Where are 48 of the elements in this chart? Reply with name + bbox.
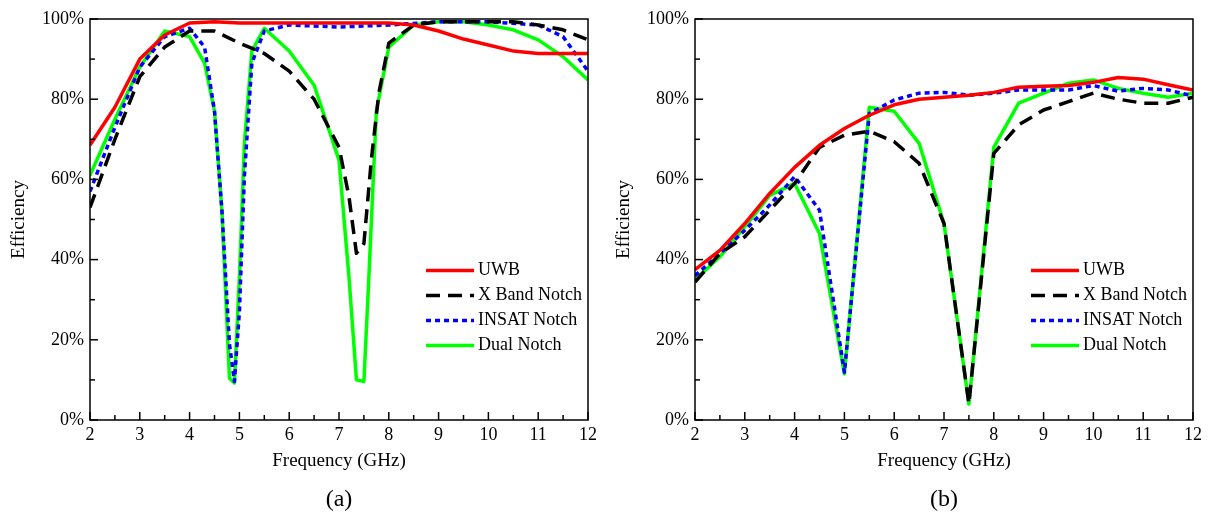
y-tick-label: 60%	[656, 168, 689, 189]
legend-label: UWB	[1083, 259, 1126, 280]
x-tick-label: 4	[185, 423, 195, 444]
x-tick-label: 9	[1039, 423, 1049, 444]
y-axis-title: Efficiency	[7, 179, 29, 259]
y-tick-label: 20%	[51, 328, 84, 349]
x-tick-label: 10	[479, 423, 498, 444]
y-tick-label: 100%	[42, 7, 84, 28]
text: (a)	[325, 485, 353, 511]
x-tick-label: 8	[384, 423, 394, 444]
x-tick-label: 6	[889, 423, 899, 444]
y-tick-label: 100%	[647, 7, 689, 28]
y-axis-title: Efficiency	[612, 179, 634, 259]
x-tick-label: 10	[1084, 423, 1103, 444]
legend-label: X Band Notch	[478, 284, 582, 305]
x-tick-label: 8	[989, 423, 999, 444]
y-tick-label: 0%	[665, 408, 689, 429]
y-tick-label: 60%	[51, 168, 84, 189]
x-tick-label: 2	[85, 423, 95, 444]
x-tick-label: 2	[690, 423, 700, 444]
x-tick-label: 3	[135, 423, 145, 444]
y-tick-label: 40%	[51, 248, 84, 269]
x-tick-label: 7	[939, 423, 949, 444]
x-tick-label: 5	[234, 423, 244, 444]
legend-label: Dual Notch	[478, 334, 562, 355]
x-tick-label: 12	[579, 423, 597, 444]
x-tick-label: 12	[1184, 423, 1202, 444]
x-tick-label: 11	[529, 423, 547, 444]
x-tick-label: 3	[740, 423, 750, 444]
x-tick-label: 4	[790, 423, 800, 444]
x-tick-label: 11	[1134, 423, 1152, 444]
x-tick-label: 7	[334, 423, 344, 444]
legend-label: Dual Notch	[1083, 334, 1167, 355]
legend-label: INSAT Notch	[1083, 309, 1183, 330]
legend-label: X Band Notch	[1083, 284, 1187, 305]
y-tick-label: 20%	[656, 328, 689, 349]
x-tick-label: 9	[434, 423, 444, 444]
legend-label: UWB	[478, 259, 521, 280]
x-tick-label: 5	[839, 423, 849, 444]
x-tick-label: 6	[284, 423, 294, 444]
y-tick-label: 40%	[656, 248, 689, 269]
y-tick-label: 0%	[60, 408, 84, 429]
legend-label: INSAT Notch	[478, 309, 578, 330]
y-tick-label: 80%	[51, 87, 84, 108]
x-axis-title: Frequency (GHz)	[272, 448, 406, 471]
x-axis-title: Frequency (GHz)	[877, 448, 1011, 471]
y-tick-label: 80%	[656, 87, 689, 108]
text: (b)	[930, 485, 958, 511]
